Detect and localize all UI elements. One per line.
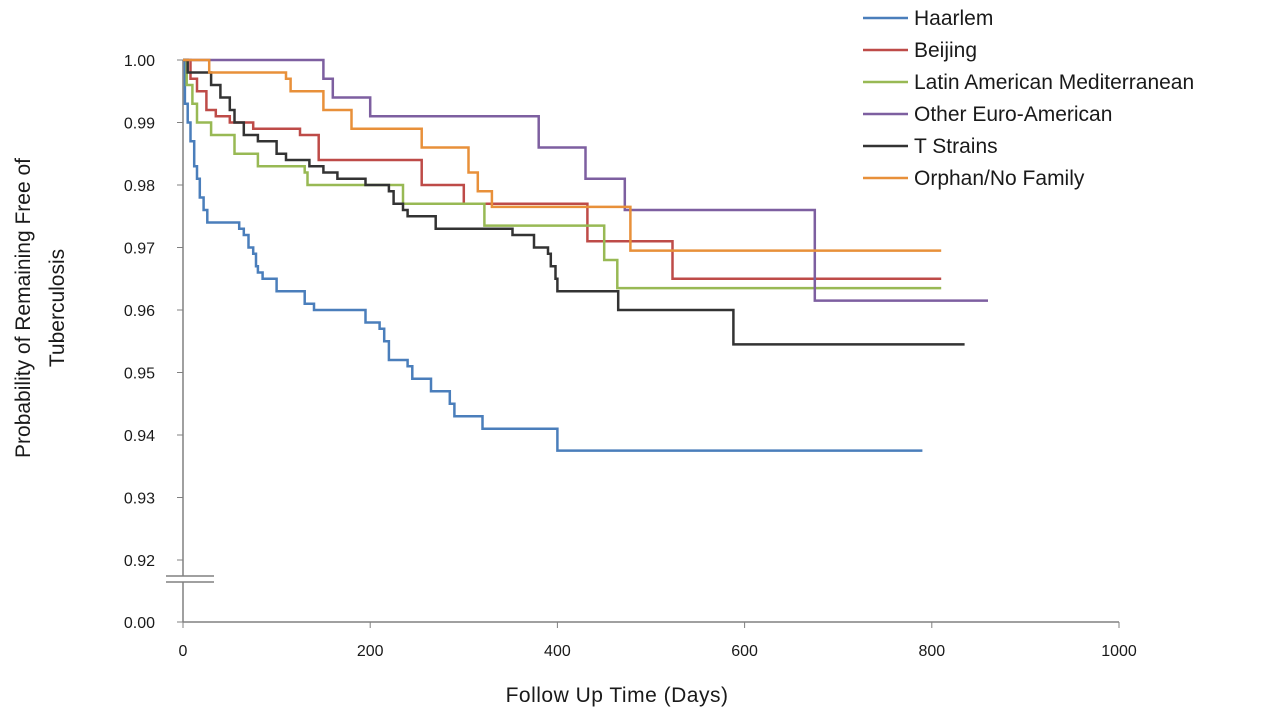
x-tick-label: 1000 bbox=[1101, 643, 1137, 660]
legend-label-orphan-no-family: Orphan/No Family bbox=[914, 167, 1085, 190]
x-tick-label: 200 bbox=[357, 643, 384, 660]
x-tick-label: 0 bbox=[179, 643, 188, 660]
y-tick-label: 0.94 bbox=[124, 428, 155, 445]
axes bbox=[166, 59, 1120, 628]
legend-label-other-euro-american: Other Euro-American bbox=[914, 103, 1112, 126]
legend-label-latin-american-mediterranean: Latin American Mediterranean bbox=[914, 71, 1194, 94]
series-line-latin-american-mediterranean bbox=[183, 58, 942, 290]
y-tick-labels: 1.00 0.99 0.98 0.97 0.96 0.95 0.94 0.93 0.92 0.00 bbox=[124, 53, 155, 632]
x-tick-label: 400 bbox=[544, 643, 571, 660]
x-tick-labels: 0 200 400 600 800 1000 bbox=[179, 643, 1137, 660]
y-tick-label: 0.98 bbox=[124, 178, 155, 195]
y-tick-label: 0.93 bbox=[124, 491, 155, 508]
legend: Haarlem Beijing Latin American Mediterrane… bbox=[863, 7, 1194, 190]
x-tick-label: 600 bbox=[731, 643, 758, 660]
x-axis-title: Follow Up Time (Days) bbox=[506, 684, 729, 707]
y-tick-label-floor: 0.00 bbox=[124, 615, 155, 632]
y-axis-title: Probability of Remaining Free of Tubercu… bbox=[12, 158, 69, 458]
legend-label-t-strains: T Strains bbox=[914, 135, 998, 158]
legend-label-haarlem: Haarlem bbox=[914, 7, 993, 30]
series-line-orphan-no-family bbox=[183, 58, 942, 252]
legend-label-beijing: Beijing bbox=[914, 39, 977, 62]
y-tick-label: 0.95 bbox=[124, 366, 155, 383]
series-line-other-euro-american bbox=[183, 58, 988, 302]
y-tick-label: 1.00 bbox=[124, 53, 155, 70]
y-tick-label: 0.97 bbox=[124, 241, 155, 258]
series-line-beijing bbox=[183, 58, 942, 281]
y-tick-label: 0.92 bbox=[124, 553, 155, 570]
y-tick-label: 0.99 bbox=[124, 116, 155, 133]
series-line-haarlem bbox=[183, 58, 923, 452]
x-tick-label: 800 bbox=[918, 643, 945, 660]
y-axis-title-line-2: Tuberculosis bbox=[46, 249, 69, 367]
y-tick-label: 0.96 bbox=[124, 303, 155, 320]
series-lines bbox=[183, 58, 988, 452]
series-line-t-strains bbox=[183, 58, 965, 346]
y-axis-title-line-1: Probability of Remaining Free of bbox=[12, 158, 35, 458]
